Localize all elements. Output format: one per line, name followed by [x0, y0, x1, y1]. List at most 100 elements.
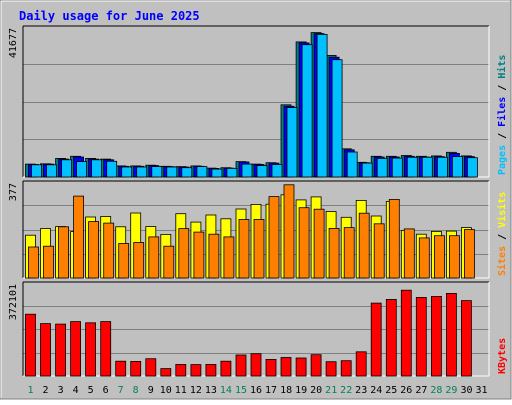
panel-legend: KBytes — [497, 338, 508, 374]
bar-sites — [208, 233, 220, 279]
bar-kbytes — [25, 313, 36, 377]
bar-sites — [328, 227, 340, 279]
bar-kbytes — [190, 364, 202, 377]
bar-sites — [178, 228, 190, 279]
bar-sites — [88, 221, 99, 279]
panel-max-label: 372101 — [8, 284, 19, 320]
bar-kbytes — [85, 322, 96, 377]
bar-pages — [166, 166, 178, 178]
bar-sites — [403, 228, 415, 279]
bar-kbytes — [340, 360, 352, 377]
x-tick-label: 26 — [400, 385, 412, 396]
panel-legend: Pages / Files / Hits — [496, 55, 508, 175]
bar-kbytes — [115, 360, 127, 377]
bar-sites — [463, 229, 475, 279]
panel-middle: 377 Sites / Visits — [8, 180, 508, 279]
bar-kbytes — [265, 358, 277, 377]
bar-pages — [241, 163, 253, 178]
legend-separator: / — [497, 127, 508, 145]
x-tick-label: 2 — [42, 385, 48, 396]
bar-pages — [46, 164, 57, 178]
x-tick-label: 19 — [295, 385, 307, 396]
bar-kbytes — [235, 354, 247, 377]
bar-pages — [316, 34, 328, 178]
bar-pages — [211, 168, 223, 178]
x-tick-label: 15 — [235, 385, 247, 396]
bar-pages — [421, 156, 433, 178]
bar-sites — [373, 223, 385, 279]
bar-pages — [256, 165, 268, 178]
bar-kbytes — [40, 323, 51, 377]
bar-sites — [103, 222, 115, 279]
x-tick-label: 4 — [73, 385, 79, 396]
bar-kbytes — [325, 361, 337, 377]
x-tick-label: 23 — [355, 385, 367, 396]
bar-kbytes — [415, 296, 427, 377]
x-tick-label: 22 — [340, 385, 352, 396]
x-tick-label: 11 — [175, 385, 187, 396]
bar-sites — [448, 235, 460, 279]
series-kbytes — [25, 289, 472, 377]
chart-title: Daily usage for June 2025 — [19, 9, 200, 23]
bar-pages — [346, 151, 358, 178]
bar-sites — [73, 195, 84, 279]
x-tick-label: 1 — [27, 385, 33, 396]
legend-separator: / — [497, 79, 508, 97]
bar-pages — [196, 166, 208, 178]
x-tick-label: 10 — [160, 385, 172, 396]
bar-sites — [148, 236, 160, 279]
bar-pages — [181, 167, 193, 178]
bar-kbytes — [355, 351, 367, 377]
bar-kbytes — [445, 292, 457, 377]
bar-sites — [418, 237, 430, 279]
bar-sites — [223, 236, 235, 279]
bar-kbytes — [160, 368, 172, 377]
bar-pages — [301, 44, 313, 178]
panel-max-label: 377 — [8, 183, 19, 201]
bar-pages — [271, 164, 283, 178]
bar-pages — [331, 59, 343, 178]
bar-kbytes — [460, 300, 472, 377]
bar-pages — [451, 156, 463, 178]
bar-sites — [343, 227, 355, 279]
x-tick-label: 27 — [415, 385, 427, 396]
bar-kbytes — [145, 358, 157, 377]
x-tick-label: 16 — [250, 385, 262, 396]
series-sites — [28, 184, 475, 279]
bar-kbytes — [400, 289, 412, 377]
bar-sites — [58, 226, 69, 279]
x-tick-label: 9 — [148, 385, 154, 396]
panel-max-label: 41677 — [8, 28, 19, 58]
legend-item-pages: Pages — [497, 145, 508, 175]
x-tick-label: 20 — [310, 385, 322, 396]
x-tick-label: 17 — [265, 385, 277, 396]
bar-pages — [151, 166, 163, 178]
bar-sites — [193, 231, 205, 279]
legend-separator: / — [497, 228, 508, 246]
chart-panels: 41677 Pages / Files / Hits 377 Sites / Visi… — [8, 25, 508, 377]
bar-sites — [433, 235, 445, 279]
bar-kbytes — [130, 360, 142, 377]
x-tick-label: 6 — [103, 385, 109, 396]
x-tick-label: 14 — [220, 385, 232, 396]
x-tick-label: 24 — [370, 385, 382, 396]
bar-pages — [286, 107, 298, 178]
panel-top: 41677 Pages / Files / Hits — [8, 25, 508, 178]
bar-sites — [358, 212, 370, 279]
bar-pages — [361, 162, 373, 178]
legend-item-visits: Visits — [496, 192, 508, 228]
bar-pages — [76, 161, 87, 178]
bar-kbytes — [175, 363, 187, 377]
x-tick-label: 5 — [88, 385, 94, 396]
bar-kbytes — [295, 357, 307, 377]
bar-kbytes — [70, 321, 81, 377]
bar-kbytes — [280, 357, 292, 377]
bar-pages — [61, 159, 72, 178]
bar-pages — [436, 156, 448, 178]
panel-bottom: 372101 KBytes — [8, 281, 508, 377]
x-tick-label: 12 — [190, 385, 202, 396]
bar-pages — [376, 157, 388, 178]
bar-sites — [298, 207, 310, 279]
